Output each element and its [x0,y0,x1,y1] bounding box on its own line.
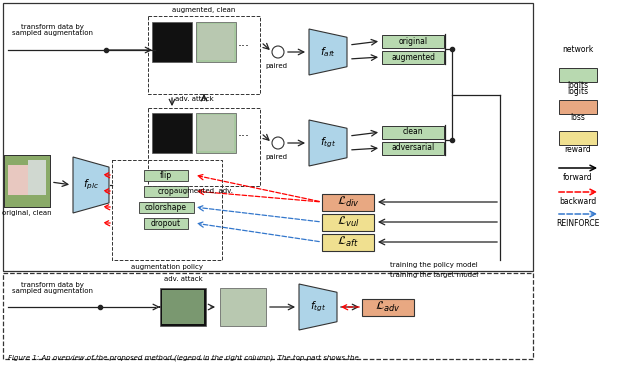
Text: reward: reward [564,145,591,153]
Text: transform data by
sampled augmentation: transform data by sampled augmentation [12,23,93,37]
Text: REINFORCE: REINFORCE [556,219,600,228]
Bar [3,273,533,359]
Bar [198,24,234,60]
Text: training the policy model: training the policy model [390,262,477,268]
Text: $f_{aft}$: $f_{aft}$ [320,45,336,59]
Text: clean: clean [403,127,423,137]
Polygon shape [299,284,337,330]
Circle shape [272,46,284,58]
Bar [138,202,193,213]
Bar [322,213,374,231]
Bar [322,234,374,250]
Bar [152,113,192,153]
Text: $\mathcal{L}_{vul}$: $\mathcal{L}_{vul}$ [337,215,359,229]
Polygon shape [73,157,109,213]
Bar [559,131,597,145]
Text: transform data by
sampled augmentation: transform data by sampled augmentation [12,281,93,295]
Bar [382,34,444,48]
Text: adv. attack: adv. attack [164,276,202,282]
Text: crop: crop [157,187,174,195]
Text: original, clean: original, clean [2,210,52,216]
Text: adversarial: adversarial [392,143,435,153]
Text: loss: loss [571,113,586,123]
Text: original: original [399,37,428,45]
Bar [196,113,236,153]
Text: paired: paired [265,63,287,69]
Text: augmented, adv.: augmented, adv. [175,188,234,194]
Text: $\mathcal{L}_{aft}$: $\mathcal{L}_{aft}$ [337,235,359,249]
Text: augmentation policy: augmentation policy [131,264,203,270]
Text: $f_{tgt}$: $f_{tgt}$ [310,300,326,314]
Text: $f_{tgt}$: $f_{tgt}$ [320,136,336,150]
Text: augmented: augmented [391,52,435,61]
Text: logits: logits [568,87,589,97]
Bar [4,155,50,207]
Bar [152,22,192,62]
Bar [382,51,444,63]
Bar [162,290,204,324]
Bar [160,288,206,326]
Bar [144,217,188,228]
Text: backward: backward [559,197,596,205]
Polygon shape [309,29,347,75]
Bar [220,288,266,326]
Bar [196,22,236,62]
Text: adv. attack: adv. attack [175,96,213,102]
Text: training the target model: training the target model [390,272,478,278]
Bar [382,142,444,154]
Text: colorshape: colorshape [145,202,187,212]
Bar [28,160,46,195]
Text: dropout: dropout [151,219,181,228]
Bar [559,100,597,114]
Text: $\mathcal{L}_{div}$: $\mathcal{L}_{div}$ [337,195,360,209]
Text: flip: flip [160,171,172,179]
Bar [112,160,222,260]
Bar [4,155,50,207]
Circle shape [272,137,284,149]
Bar [198,115,234,151]
Text: network: network [563,45,594,55]
Text: $f_{plc}$: $f_{plc}$ [83,178,99,192]
Bar [362,299,414,315]
Text: $\mathcal{L}_{adv}$: $\mathcal{L}_{adv}$ [375,300,401,314]
Bar [144,186,188,197]
Text: ...: ... [238,36,250,49]
Text: ...: ... [238,127,250,139]
Bar [148,16,260,94]
Bar [144,169,188,180]
Text: augmented, clean: augmented, clean [172,7,236,13]
Polygon shape [309,120,347,166]
Bar [148,108,260,186]
Bar [382,126,444,138]
Bar [559,68,597,82]
Bar [3,3,533,271]
Text: logits: logits [568,82,589,90]
Bar [322,194,374,210]
Text: Figure 1: An overview of the proposed method (legend in the right column). The t: Figure 1: An overview of the proposed me… [8,355,359,361]
Bar [8,165,28,195]
Text: paired: paired [265,154,287,160]
Text: forward: forward [563,172,593,182]
